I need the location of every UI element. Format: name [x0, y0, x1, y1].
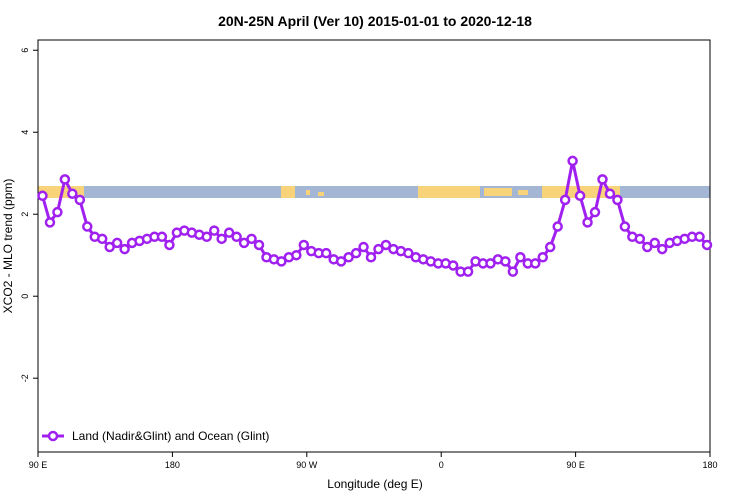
point — [612, 194, 623, 206]
y-tick-label: 0 — [20, 294, 30, 299]
point — [462, 266, 474, 277]
point — [649, 237, 660, 249]
point — [619, 221, 631, 232]
x-tick-label: 90 E — [566, 460, 585, 470]
point — [634, 233, 646, 245]
point — [320, 247, 332, 259]
point — [350, 247, 362, 259]
point — [380, 239, 392, 251]
point — [537, 252, 548, 263]
point — [485, 258, 496, 269]
point — [164, 239, 175, 251]
point — [515, 252, 526, 263]
point — [574, 190, 586, 202]
point — [701, 239, 713, 251]
point — [403, 247, 414, 259]
point — [365, 252, 377, 263]
point — [246, 233, 257, 245]
chart-title: 20N-25N April (Ver 10) 2015-01-01 to 202… — [218, 13, 532, 29]
point — [59, 174, 71, 185]
point — [82, 221, 93, 232]
x-tick-label: 180 — [165, 460, 180, 470]
point — [447, 260, 459, 271]
point — [291, 249, 302, 261]
point — [544, 241, 556, 253]
point — [104, 241, 115, 253]
point — [642, 241, 653, 253]
point — [37, 190, 48, 202]
point — [231, 231, 242, 243]
x-tick-label: 0 — [439, 460, 444, 470]
point — [67, 188, 78, 199]
point — [507, 266, 519, 277]
point — [358, 241, 369, 253]
point — [530, 258, 541, 269]
y-tick-label: 6 — [20, 48, 30, 53]
legend-label: Land (Nadir&Glint) and Ocean (Glint) — [72, 429, 269, 443]
y-tick-label: 2 — [20, 212, 30, 217]
point — [335, 256, 347, 267]
point — [597, 174, 608, 185]
point — [111, 237, 123, 249]
point — [373, 243, 384, 255]
point — [74, 194, 86, 206]
point — [589, 206, 601, 218]
y-axis-label: XCO2 - MLO trend (ppm) — [1, 179, 15, 314]
point — [567, 155, 578, 167]
x-axis-label: Longitude (deg E) — [327, 477, 422, 491]
point — [208, 225, 220, 236]
x-tick-label: 180 — [702, 460, 717, 470]
point — [604, 188, 616, 199]
point — [500, 256, 511, 267]
point — [656, 243, 668, 255]
x-tick-label: 90 W — [296, 460, 318, 470]
point — [52, 206, 63, 218]
point — [343, 252, 354, 263]
land-ocean-strip — [38, 186, 710, 198]
point — [238, 237, 250, 249]
legend-marker — [47, 430, 59, 442]
point — [552, 221, 563, 232]
point — [44, 217, 56, 228]
point — [216, 233, 227, 245]
point — [156, 231, 168, 243]
point — [119, 243, 130, 255]
point — [253, 239, 265, 251]
point — [694, 231, 705, 243]
point — [223, 227, 235, 238]
point — [559, 194, 571, 206]
point — [582, 217, 593, 228]
point — [201, 231, 212, 243]
y-tick-label: -2 — [20, 374, 30, 382]
y-tick-label: 4 — [20, 130, 30, 135]
point — [298, 239, 310, 251]
point — [276, 256, 287, 267]
x-tick-label: 90 E — [29, 460, 48, 470]
point — [96, 233, 108, 245]
